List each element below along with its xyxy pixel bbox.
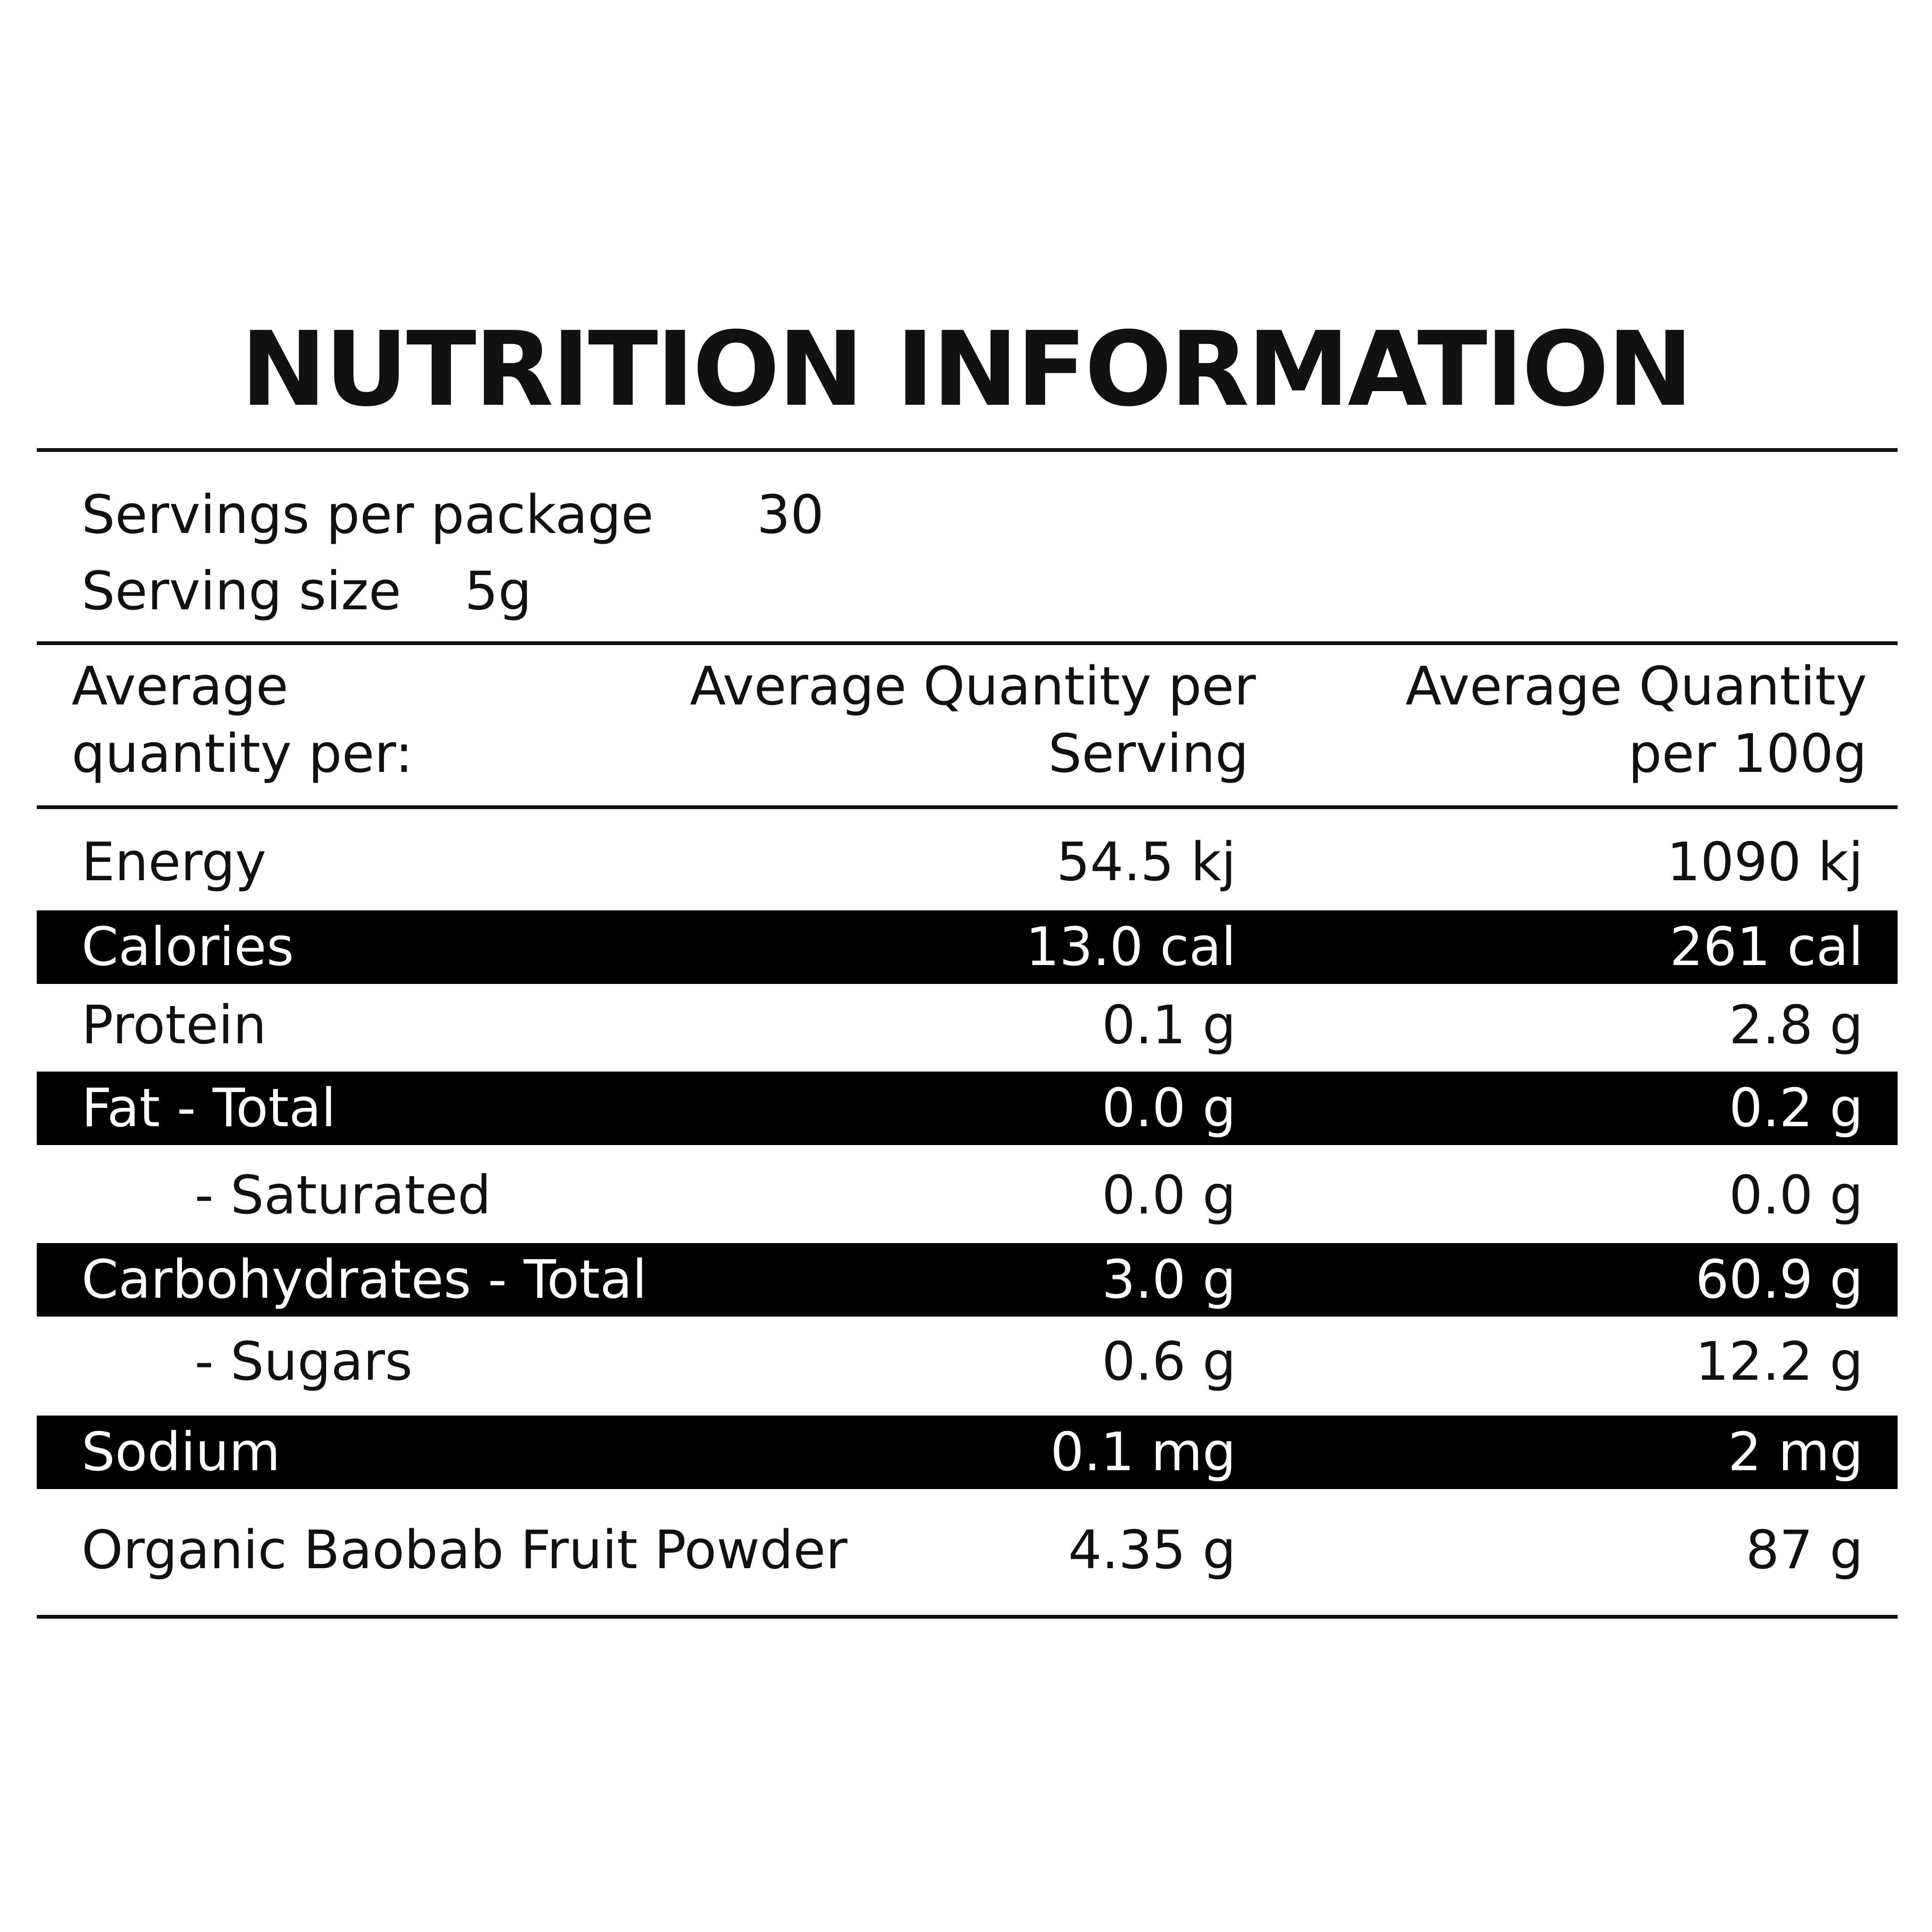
title: NUTRITION INFORMATION <box>240 310 1694 429</box>
column-header: per 100g <box>1628 723 1867 785</box>
row-band <box>37 1416 1898 1489</box>
per-100g: 1090 kj <box>1667 832 1863 893</box>
column-header: Average Quantity <box>1405 656 1867 717</box>
nutrient-name: Calories <box>82 917 294 978</box>
per-100g: 0.0 g <box>1729 1165 1863 1226</box>
row-band <box>37 1072 1898 1145</box>
nutrient-name: Organic Baobab Fruit Powder <box>82 1520 848 1581</box>
per-100g: 60.9 g <box>1695 1249 1863 1310</box>
nutrient-name: Protein <box>82 995 267 1056</box>
rule <box>37 805 1898 809</box>
nutrient-name: - Sugars <box>195 1331 413 1392</box>
per-serving: 0.0 g <box>1102 1165 1236 1226</box>
per-serving: 54.5 kj <box>1056 832 1236 893</box>
serving-value: 5g <box>465 561 532 622</box>
per-serving: 4.35 g <box>1068 1520 1236 1581</box>
rule <box>37 448 1898 452</box>
rule <box>37 1615 1898 1619</box>
per-100g: 0.2 g <box>1729 1078 1863 1139</box>
nutrient-name: - Saturated <box>195 1165 491 1226</box>
per-100g: 2 mg <box>1727 1422 1863 1483</box>
per-100g: 261 cal <box>1670 917 1863 978</box>
row-band <box>37 910 1898 984</box>
per-100g: 12.2 g <box>1695 1331 1863 1392</box>
per-serving: 3.0 g <box>1102 1249 1236 1310</box>
column-header: Serving <box>1048 723 1249 785</box>
nutrient-name: Sodium <box>82 1422 280 1483</box>
row-band <box>37 1243 1898 1317</box>
per-100g: 87 g <box>1745 1520 1863 1581</box>
serving-label: Serving size <box>82 561 401 622</box>
per-serving: 0.6 g <box>1102 1331 1236 1392</box>
per-serving: 0.1 mg <box>1050 1422 1236 1483</box>
per-100g: 2.8 g <box>1729 995 1863 1056</box>
rule <box>37 641 1898 645</box>
nutrient-name: Carbohydrates - Total <box>82 1249 647 1310</box>
serving-label: Servings per package <box>82 484 654 546</box>
column-header: Average <box>72 656 288 717</box>
nutrient-name: Fat - Total <box>82 1078 336 1139</box>
column-header: quantity per: <box>72 723 413 785</box>
serving-value: 30 <box>757 484 824 546</box>
per-serving: 0.0 g <box>1102 1078 1236 1139</box>
per-serving: 13.0 cal <box>1025 917 1236 978</box>
per-serving: 0.1 g <box>1102 995 1236 1056</box>
nutrient-name: Energy <box>82 832 267 893</box>
column-header: Average Quantity per <box>689 656 1256 717</box>
